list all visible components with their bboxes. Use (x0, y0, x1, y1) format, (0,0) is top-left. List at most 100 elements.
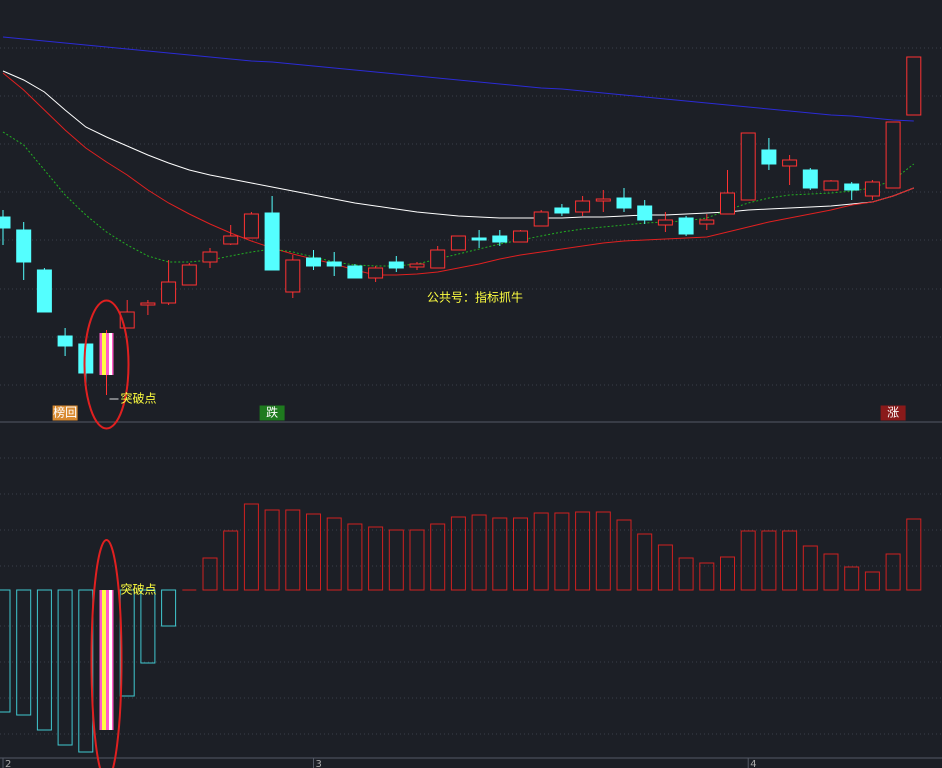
candle-body (471, 237, 487, 241)
candle-body (533, 211, 549, 227)
signal-label: 榜回 (53, 405, 77, 420)
histogram-bar (140, 589, 156, 664)
histogram-bar (844, 566, 860, 591)
signal-label: 跌 (266, 405, 278, 420)
candle-body (740, 132, 756, 201)
candle-body (782, 159, 798, 167)
histogram-bar (326, 517, 342, 591)
candle-body (450, 235, 466, 251)
histogram-bar (78, 589, 94, 753)
histogram-bar (119, 589, 135, 697)
histogram-bar (347, 523, 363, 591)
candle-body (409, 263, 425, 268)
histogram-bar (36, 589, 52, 731)
histogram-bar (99, 590, 114, 730)
candle-body (885, 121, 901, 189)
watermark: 公共号：指标抓牛 (427, 290, 523, 305)
x-tick-label: 4 (750, 759, 756, 768)
histogram-bar (16, 589, 32, 716)
candle-body (57, 335, 73, 347)
histogram-bar (554, 512, 570, 591)
candle-body (657, 219, 673, 226)
ma-line (2, 36, 914, 122)
x-tick-label: 3 (316, 759, 322, 768)
histogram-bar (409, 529, 425, 591)
candle-body (243, 213, 259, 239)
candle-body (554, 207, 570, 214)
histogram-bar (678, 557, 694, 591)
histogram-bar (306, 513, 321, 591)
candle-body (285, 259, 301, 293)
histogram-bar (513, 517, 528, 591)
histogram-bar (885, 553, 901, 591)
signal-box (880, 405, 906, 421)
candle-body (844, 183, 860, 191)
candle-body (16, 229, 32, 263)
histogram-bar (782, 530, 798, 591)
histogram-bar (616, 519, 632, 591)
candle-body (699, 219, 715, 225)
candle-body (223, 235, 239, 245)
candle-body (140, 302, 156, 306)
histogram-bar (243, 503, 259, 591)
ma-line (2, 72, 914, 276)
histogram-bar (368, 526, 384, 591)
annotation-label: 突破点 (121, 582, 157, 597)
histogram-bar (161, 589, 177, 627)
candle-body (637, 205, 653, 221)
candle-body (326, 261, 342, 267)
histogram-bar (657, 544, 673, 591)
candle-body (595, 198, 611, 202)
histogram-bar (471, 514, 487, 591)
candle-body (761, 149, 777, 165)
histogram-bar (575, 511, 591, 591)
histogram-bar (802, 545, 818, 591)
candle-body (181, 264, 197, 286)
histogram-bar (450, 516, 466, 591)
candle-body (202, 251, 218, 263)
annotation-label: 突破点 (121, 391, 157, 406)
candle-body (264, 212, 280, 271)
histogram-bar (906, 518, 922, 591)
candle-body (720, 192, 735, 215)
ma-line (2, 131, 915, 267)
histogram-bar (430, 523, 446, 591)
histogram-bar (864, 571, 880, 591)
candle-body (864, 181, 880, 197)
highlight-ellipse (90, 539, 123, 768)
histogram-bar (740, 530, 756, 591)
candle-body (678, 217, 694, 235)
candle-body (802, 169, 818, 189)
candle-body (161, 281, 177, 304)
histogram-bar (720, 556, 735, 591)
candle-body (36, 269, 52, 313)
candle-body (823, 180, 839, 191)
signal-box (52, 405, 78, 421)
histogram-bar (388, 529, 404, 591)
histogram-bar (223, 530, 239, 591)
grid (0, 47, 942, 735)
histogram-bar (823, 553, 839, 591)
histogram-bar (637, 533, 653, 591)
candle-body (513, 230, 528, 243)
histogram-bar (533, 512, 549, 591)
candle-body (0, 216, 11, 229)
histogram-bar (492, 517, 508, 591)
highlight-ellipse (83, 299, 130, 430)
signal-label: 涨 (887, 405, 899, 420)
candle-body (492, 235, 508, 243)
histogram-bar (0, 589, 11, 713)
ma-line (2, 70, 914, 219)
histogram-bar (699, 562, 715, 591)
candle-body (430, 249, 446, 269)
histogram-bar (761, 530, 777, 591)
histogram-bar (57, 589, 73, 746)
candle-body (306, 257, 321, 267)
histogram-bar (595, 511, 611, 591)
x-tick-label: 2 (5, 759, 11, 768)
candle-body (388, 261, 404, 269)
candle-body (347, 265, 363, 279)
